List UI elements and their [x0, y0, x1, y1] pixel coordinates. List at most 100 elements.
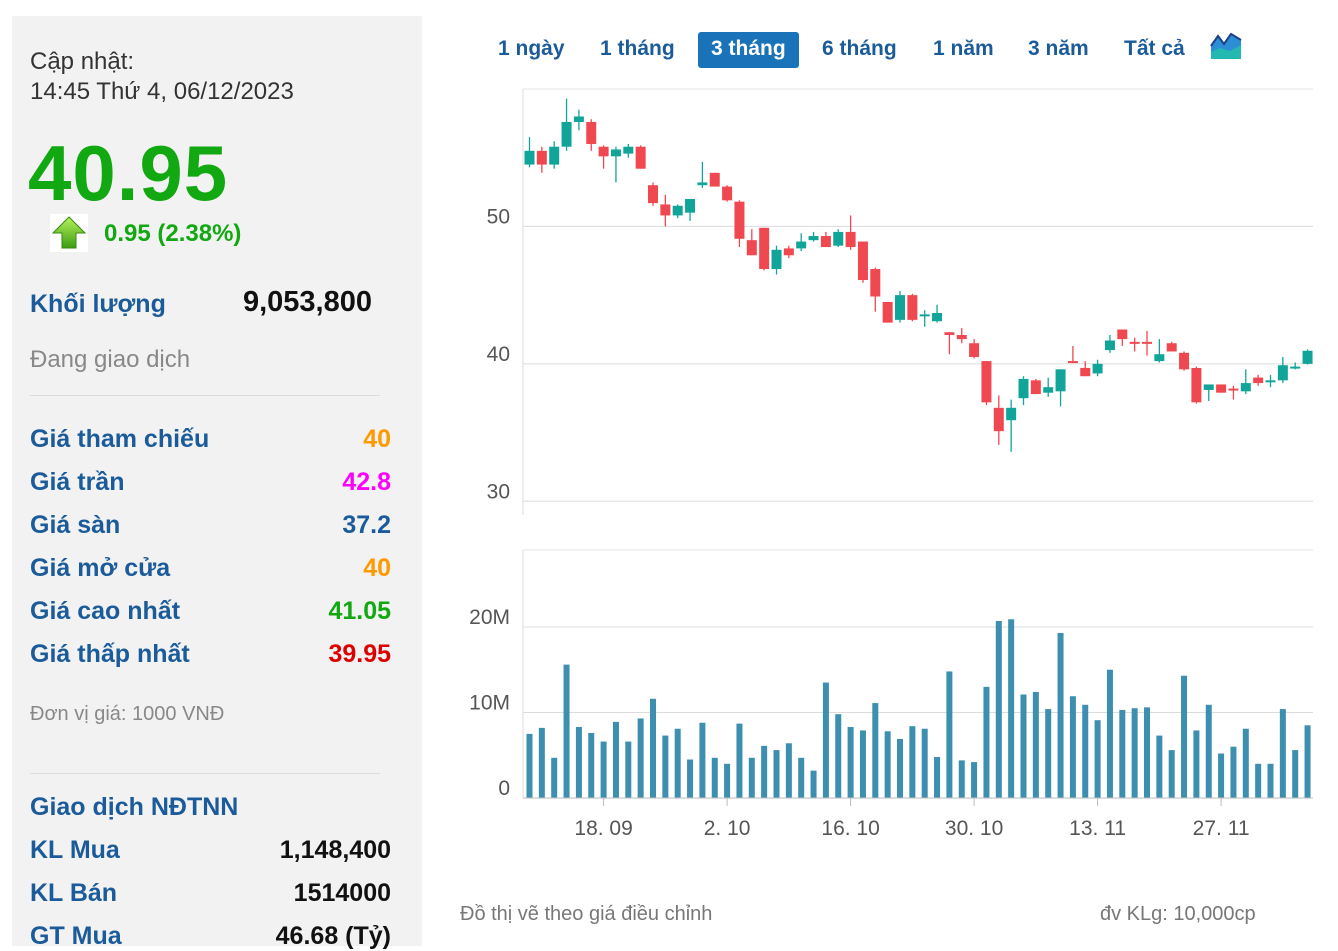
volume-bar	[1230, 746, 1237, 798]
candle-body	[1006, 407, 1017, 421]
x-tick-label: 2. 10	[704, 817, 751, 840]
volume-bar	[835, 714, 842, 798]
quote-row-value: 42.8	[342, 468, 391, 496]
volume-bar	[958, 760, 965, 798]
candle-body	[845, 231, 856, 248]
candle-body	[1179, 352, 1190, 370]
volume-bar	[1242, 728, 1249, 798]
tab-period[interactable]: 3 tháng	[698, 32, 799, 68]
foreign-row-value: 1514000	[293, 879, 391, 907]
candle-body	[746, 240, 757, 256]
volume-tick-label: 20M	[469, 606, 510, 629]
candle-body	[981, 361, 992, 403]
tab-period[interactable]: 3 năm	[1028, 37, 1089, 60]
volume-bar	[1131, 708, 1138, 798]
candle-body	[1092, 363, 1103, 374]
volume-bar	[1020, 694, 1027, 798]
candle-body	[956, 334, 967, 340]
candle-body	[1117, 329, 1128, 340]
x-tick-label: 30. 10	[945, 817, 1003, 840]
volume-bar	[600, 741, 607, 798]
volume-bar-chart: 0 10M 20M 18. 09 2. 10 16. 10 30. 10 13. 11 27. …	[469, 549, 1313, 840]
quote-row-value: 41.05	[328, 597, 391, 625]
volume-bar	[983, 686, 990, 798]
candle-body	[944, 332, 955, 335]
volume-bar	[909, 726, 916, 798]
candle-body	[1104, 340, 1115, 351]
volume-bar	[748, 757, 755, 798]
volume-tick-label: 10M	[469, 691, 510, 714]
quote-panel	[12, 16, 422, 946]
candle-body	[1154, 354, 1165, 362]
quote-row-label: Giá sàn	[30, 511, 121, 539]
volume-bar	[1144, 707, 1150, 798]
volume-bar	[971, 762, 978, 798]
volume-bar	[847, 727, 854, 798]
tab-period[interactable]: 1 tháng	[600, 37, 675, 60]
volume-bar	[1168, 750, 1175, 798]
tab-period[interactable]: 1 ngày	[498, 37, 565, 60]
quote-row-value: 40	[363, 425, 391, 453]
candle-body	[573, 116, 584, 122]
candle-body	[648, 185, 658, 204]
volume-bar	[699, 722, 706, 798]
volume-tick-label: 0	[498, 777, 510, 800]
candle-body	[660, 204, 671, 216]
candle-body	[685, 198, 696, 213]
tab-period[interactable]: 6 tháng	[822, 37, 897, 60]
volume-bar	[563, 664, 570, 798]
volume-bar	[612, 721, 619, 798]
update-label: Cập nhật:	[30, 48, 135, 75]
candle-body	[1277, 365, 1288, 381]
candle-body	[697, 182, 708, 186]
candle-body	[1228, 388, 1239, 391]
volume-bar	[724, 763, 731, 798]
volume-bar	[711, 757, 718, 798]
foreign-row-label: GT Mua	[30, 922, 122, 950]
volume-bar	[798, 757, 805, 798]
candle-body	[919, 314, 930, 317]
candle-body	[1067, 361, 1078, 364]
tab-period[interactable]: Tất cả	[1124, 37, 1185, 60]
candle-body	[796, 241, 807, 249]
candle-body	[1253, 377, 1264, 384]
volume-bar	[1292, 750, 1299, 798]
candle-body	[771, 249, 782, 270]
foreign-row-label: KL Bán	[30, 879, 118, 907]
volume-bar	[1008, 619, 1015, 798]
volume-bar	[637, 718, 644, 798]
volume-bar	[1255, 763, 1262, 798]
x-tick-label: 16. 10	[821, 817, 879, 840]
volume-bar	[1045, 709, 1052, 798]
footer-adjusted-note: Đồ thị vẽ theo giá điều chỉnh	[460, 903, 713, 925]
volume-bar	[1032, 691, 1039, 798]
candle-body	[561, 121, 572, 147]
volume-value: 9,053,800	[242, 286, 372, 318]
unit-note: Đơn vị giá: 1000 VNĐ	[30, 703, 225, 725]
candle-body	[623, 146, 634, 154]
candle-body	[536, 150, 547, 165]
candle-body	[833, 231, 844, 246]
tab-period[interactable]: 1 năm	[933, 37, 994, 60]
foreign-trading-title: Giao dịch NĐTNN	[30, 793, 239, 821]
quote-row-value: 40	[363, 554, 391, 582]
volume-bar	[995, 620, 1002, 798]
trading-status: Đang giao dịch	[30, 346, 191, 373]
volume-bar	[1267, 763, 1274, 798]
candle-body	[870, 269, 881, 297]
candle-body	[1055, 369, 1066, 392]
volume-bar	[1193, 730, 1200, 798]
volume-bar	[526, 733, 533, 798]
candle-body	[1080, 367, 1091, 377]
quote-row-label: Giá thấp nhất	[30, 640, 190, 668]
area-chart-icon[interactable]	[1210, 30, 1242, 60]
volume-bar	[810, 770, 817, 798]
price-tick-label: 30	[487, 480, 510, 503]
candle-body	[610, 149, 621, 157]
candle-body	[1290, 366, 1301, 369]
candle-body	[1142, 341, 1152, 344]
volume-bar	[822, 682, 829, 798]
volume-bar	[1304, 725, 1311, 798]
volume-bar	[897, 738, 903, 798]
volume-bar	[934, 756, 941, 798]
